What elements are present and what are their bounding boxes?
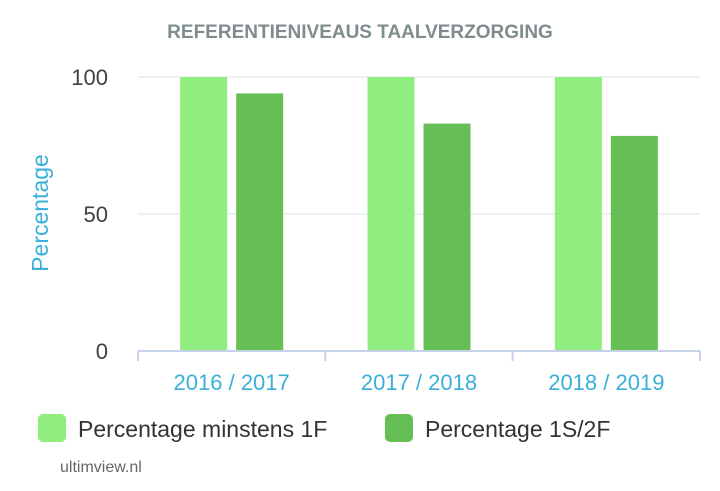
y-axis-label: Percentage — [27, 154, 53, 272]
x-axis — [137, 350, 701, 361]
legend-item[interactable]: Percentage 1S/2F — [385, 414, 610, 442]
legend: Percentage minstens 1F Percentage 1S/2F — [38, 414, 610, 442]
bar-minstens-1f — [554, 77, 602, 351]
legend-item[interactable]: Percentage minstens 1F — [38, 414, 327, 442]
y-tick-label: 100 — [71, 65, 108, 90]
x-tick-label: 2018 / 2019 — [548, 370, 664, 395]
y-tick-label: 50 — [84, 202, 108, 227]
legend-swatch — [385, 414, 413, 442]
legend-label: Percentage 1S/2F — [425, 416, 610, 442]
bar-minstens-1f — [367, 77, 415, 351]
y-tick-label: 0 — [96, 339, 108, 364]
bar-1s-2f — [236, 93, 284, 351]
grid-layer — [138, 76, 700, 215]
x-tick-labels: 2016 / 2017 2017 / 2018 2018 / 2019 — [174, 370, 665, 395]
bar-1s-2f — [610, 135, 658, 351]
y-tick-labels: 0 50 100 — [71, 65, 108, 364]
x-tick-label: 2017 / 2018 — [361, 370, 477, 395]
source-label: ultimview.nl — [60, 459, 142, 476]
legend-label: Percentage minstens 1F — [78, 416, 327, 442]
bars-layer — [180, 77, 658, 351]
bar-minstens-1f — [180, 77, 228, 351]
chart-title: REFERENTIENIVEAUS TAALVERZORGING — [167, 22, 553, 43]
legend-swatch — [38, 414, 66, 442]
bar-1s-2f — [423, 123, 471, 351]
x-tick-label: 2016 / 2017 — [174, 370, 290, 395]
